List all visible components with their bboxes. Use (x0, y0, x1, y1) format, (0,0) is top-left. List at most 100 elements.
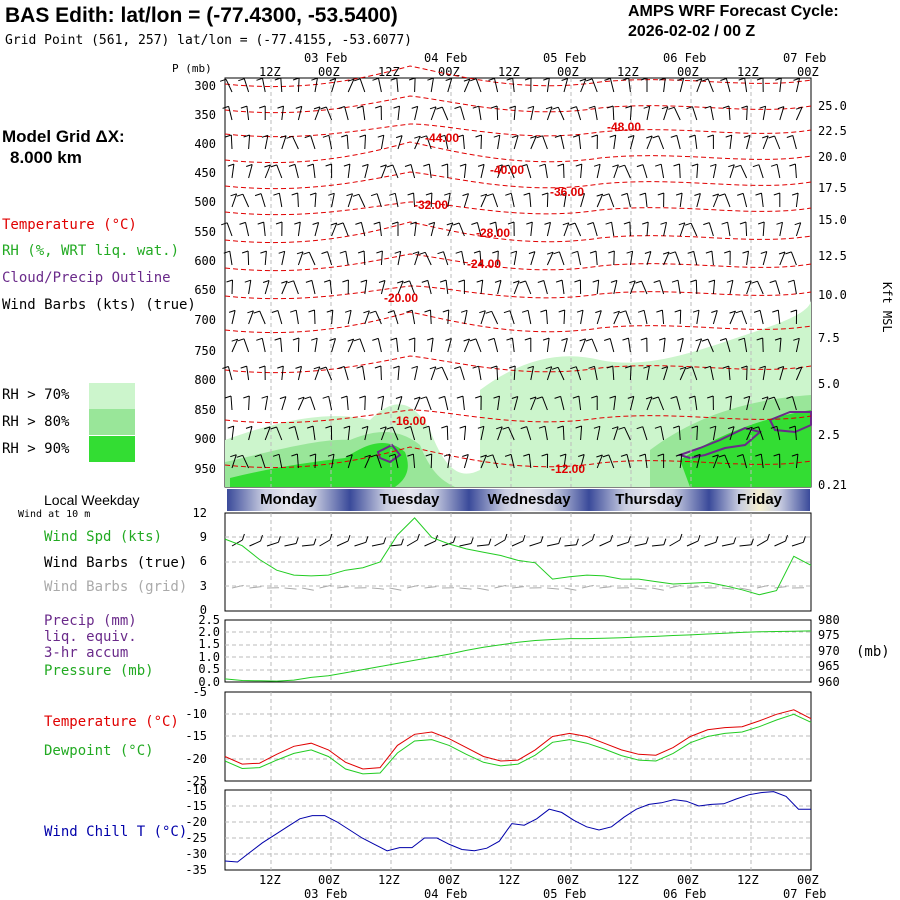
wind-barb-true (266, 541, 279, 547)
wind-barb-true-flag (645, 537, 649, 544)
wind-barb (276, 426, 283, 441)
wind-barb-flag (652, 396, 659, 400)
wind-barb-flag (588, 105, 595, 109)
wind-barb (281, 396, 287, 411)
wind-barb-flag (279, 396, 287, 400)
wind-10m-label: Wind at 10 m (18, 509, 91, 520)
wind-barb-flag (245, 425, 253, 429)
wind-barb-flag (455, 250, 462, 254)
precip-tick: 0.5 (198, 662, 220, 676)
dewpoint-legend: Dewpoint (°C) (44, 743, 154, 759)
wind-barb-true (459, 543, 472, 547)
wind-barb-flag (328, 192, 335, 196)
wind-barb-flag (509, 365, 516, 369)
wind-barb (712, 426, 717, 441)
wind-barb (544, 426, 548, 441)
wind-barb (314, 192, 317, 208)
wind-barb-true (669, 539, 681, 547)
wind-barb (596, 164, 601, 179)
precip-legend-3: 3-hr accum (44, 645, 129, 661)
wind-barb (297, 396, 305, 411)
wind-barb-flag (330, 222, 337, 226)
wind-barb (280, 338, 283, 353)
wind-barb-flag (571, 250, 578, 254)
precip-tick: 2.5 (198, 613, 220, 627)
wind-barb (629, 251, 634, 266)
wind-barb-flag (596, 193, 603, 197)
wind-tick: 6 (200, 554, 207, 568)
wind-barb (247, 250, 250, 266)
wind-barb-flag (625, 105, 632, 109)
bottom-tick-label: 00Z (797, 873, 819, 887)
wind-barb (774, 135, 781, 150)
wind-barb (480, 193, 488, 208)
wind-barb-flag (555, 279, 563, 283)
top-time-axis: 12Z 00Z 12Z 00Z 12Z 00Z 12Z 00Z 12Z 00Z … (259, 51, 826, 79)
wind-barb-flag (609, 134, 616, 138)
wind-barb-flag (322, 134, 330, 138)
wind-barb (346, 134, 349, 150)
wind-barb-flag (789, 425, 796, 429)
wind-barb (463, 193, 469, 208)
wind-barb-flag (756, 337, 763, 341)
wind-barb (528, 454, 532, 469)
wind-barb-flag (546, 251, 554, 255)
wind-barb-flag (240, 365, 247, 369)
weekday-thursday: Thursday (589, 489, 709, 511)
contour-label: -24.00 (467, 257, 501, 271)
wind-barb-flag (635, 280, 642, 284)
wind-barb-true-flag (452, 536, 456, 543)
wind-barb-flag (694, 193, 701, 196)
wind-speed-line (224, 517, 812, 596)
wind-barb-flag (493, 134, 500, 138)
wind-barb-grid (336, 586, 349, 589)
wind-barb (428, 164, 432, 179)
wind-barb-flag (527, 365, 534, 369)
wind-barb-flag (291, 192, 298, 196)
wind-barb-true-flag (679, 533, 683, 541)
wind-barb-flag (320, 106, 327, 110)
wind-barb-flag (673, 425, 680, 429)
p-tick: 950 (194, 462, 216, 476)
wind-barb-flag (551, 366, 559, 370)
wind-barb-true-flag (697, 534, 701, 542)
wind-barb-flag (755, 453, 762, 457)
wind-barb-flag (592, 279, 599, 283)
wind-barb (296, 453, 299, 469)
wind-barb-flag (591, 134, 598, 138)
wind-barbs-grid-legend: Wind Barbs (grid) (44, 579, 188, 595)
wind-barb (494, 78, 499, 93)
wind-barb-flag (589, 250, 597, 254)
wind-barb (761, 193, 764, 208)
wind-barb-flag (524, 77, 532, 81)
wind-barb (793, 280, 797, 295)
wind-barb-flag (739, 221, 747, 225)
wind-barb (596, 426, 601, 441)
wind-barb (729, 280, 734, 295)
wind-barb (512, 78, 515, 93)
wind-barb (281, 280, 288, 295)
wind-barb (613, 135, 617, 150)
wind-barb (447, 338, 452, 353)
wind-barb (743, 338, 748, 353)
cloud-outline (376, 411, 812, 464)
wind-barb-flag (670, 134, 677, 138)
wind-barb-flag (446, 222, 453, 226)
wind-barb (692, 106, 698, 121)
wind-barb-flag (502, 426, 509, 430)
wind-barb (696, 310, 700, 325)
wind-barb-flag (719, 338, 727, 341)
wind-barb-flag (605, 221, 612, 225)
wind-barb-flag (288, 426, 295, 429)
pressure-tick: 970 (818, 644, 840, 658)
wind-barb (508, 164, 515, 179)
wind-barb-true-flag (488, 538, 492, 545)
wind-barb-flag (254, 454, 262, 458)
wind-barb (663, 222, 667, 237)
wind-barb (546, 251, 554, 266)
wind-barb-flag (264, 164, 271, 168)
wind-barb-flag (412, 251, 420, 255)
p-tick: 300 (194, 79, 216, 93)
wind-barb-flag (292, 337, 300, 341)
wind-barb-true-flag (295, 537, 299, 544)
